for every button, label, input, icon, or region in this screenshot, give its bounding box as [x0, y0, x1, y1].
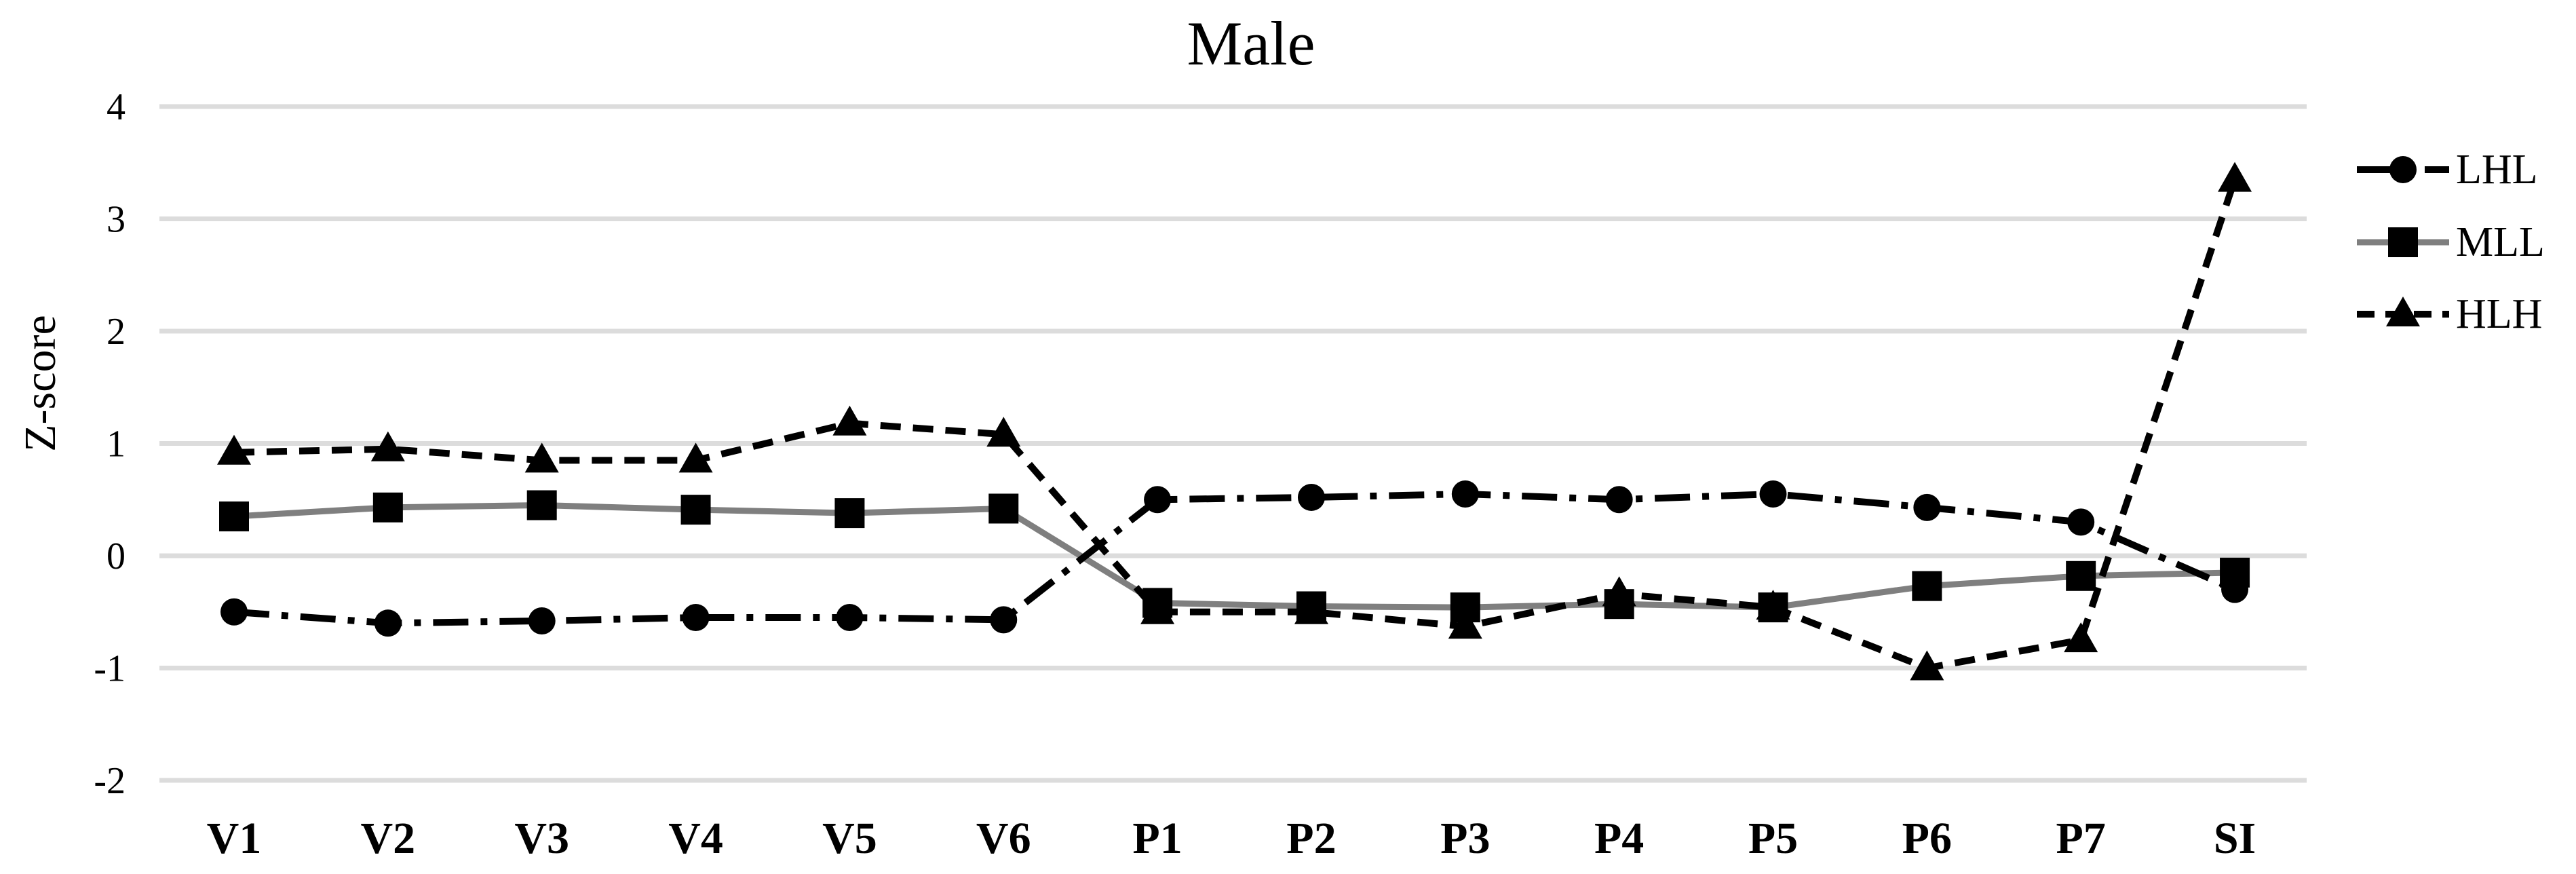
marker-LHL-P4	[1605, 486, 1633, 514]
marker-HLH-V4	[678, 442, 713, 473]
y-tick-label: -1	[94, 648, 126, 690]
x-category-label: P6	[1902, 814, 1952, 863]
marker-LHL-P2	[1297, 483, 1325, 511]
marker-MLL-V5	[834, 498, 865, 529]
x-category-label: V1	[207, 814, 262, 863]
y-tick-label: 1	[107, 423, 126, 466]
x-category-label: SI	[2214, 814, 2256, 863]
marker-HLH-P7	[2064, 622, 2098, 653]
legend-sample-hlh-icon	[2357, 297, 2449, 326]
legend-label-mll: MLL	[2456, 218, 2545, 265]
marker-MLL-P6	[1912, 571, 1942, 601]
x-category-label: V3	[514, 814, 569, 863]
x-category-label: P5	[1748, 814, 1798, 863]
y-tick-label: 2	[107, 311, 126, 353]
marker-HLH-SI	[2218, 162, 2252, 192]
marker-HLH-V1	[217, 434, 251, 465]
marker-HLH-P1	[1140, 594, 1175, 624]
marker-HLH-V5	[832, 405, 867, 436]
chart-title: Male	[1187, 9, 1315, 78]
marker-HLH-V6	[986, 417, 1021, 447]
legend-sample-marker	[2388, 227, 2418, 257]
marker-MLL-V4	[680, 495, 711, 525]
marker-MLL-V3	[526, 490, 557, 520]
marker-LHL-V6	[990, 606, 1018, 634]
marker-MLL-V1	[219, 501, 249, 532]
y-tick-label: -2	[94, 760, 126, 802]
marker-HLH-P6	[1910, 650, 1944, 681]
marker-HLH-P2	[1294, 594, 1328, 624]
marker-MLL-V6	[988, 493, 1019, 524]
series-line-HLH	[233, 178, 2238, 672]
marker-LHL-V3	[528, 607, 556, 634]
x-category-label: P3	[1440, 814, 1490, 863]
marker-LHL-V4	[682, 604, 710, 632]
legend-label-hlh: HLH	[2456, 290, 2543, 337]
marker-LHL-P5	[1759, 480, 1787, 508]
y-tick-label: 3	[107, 199, 126, 241]
marker-HLH-P4	[1602, 576, 1636, 607]
x-category-label: P7	[2056, 814, 2106, 863]
y-tick-label: 4	[107, 86, 126, 128]
legend-item-hlh: HLH	[2356, 290, 2542, 338]
legend-sample-marker	[2389, 156, 2417, 183]
x-category-label: V5	[822, 814, 877, 863]
legend-sample-mll-icon	[2357, 227, 2449, 257]
x-category-label: V6	[976, 814, 1031, 863]
marker-HLH-P3	[1448, 609, 1482, 639]
marker-LHL-V5	[836, 604, 864, 632]
marker-HLH-V2	[370, 431, 405, 461]
x-category-label: V4	[668, 814, 723, 863]
marker-LHL-SI	[2221, 575, 2249, 603]
marker-LHL-P3	[1451, 480, 1479, 508]
marker-LHL-P6	[1913, 493, 1941, 521]
marker-MLL-V2	[372, 492, 403, 522]
marker-MLL-P7	[2066, 560, 2096, 591]
marker-LHL-V2	[374, 609, 402, 637]
legend-sample-marker	[2386, 297, 2420, 326]
legend-label-lhl: LHL	[2456, 146, 2538, 193]
marker-HLH-P5	[1756, 590, 1790, 620]
legend-item-mll: MLL	[2356, 218, 2545, 266]
x-category-label: P2	[1286, 814, 1336, 863]
legend-item-lhl: LHL	[2356, 146, 2538, 193]
legend-sample-lhl-icon	[2357, 156, 2449, 183]
marker-LHL-V1	[220, 598, 248, 626]
marker-HLH-V3	[524, 442, 559, 473]
marker-LHL-P7	[2067, 508, 2095, 536]
y-tick-label: 0	[107, 535, 126, 577]
x-category-label: P4	[1594, 814, 1644, 863]
x-category-label: P1	[1132, 814, 1182, 863]
x-category-label: V2	[361, 814, 416, 863]
series-line-MLL	[233, 502, 2235, 611]
marker-LHL-P1	[1144, 486, 1172, 514]
series-line-LHL	[233, 490, 2237, 627]
